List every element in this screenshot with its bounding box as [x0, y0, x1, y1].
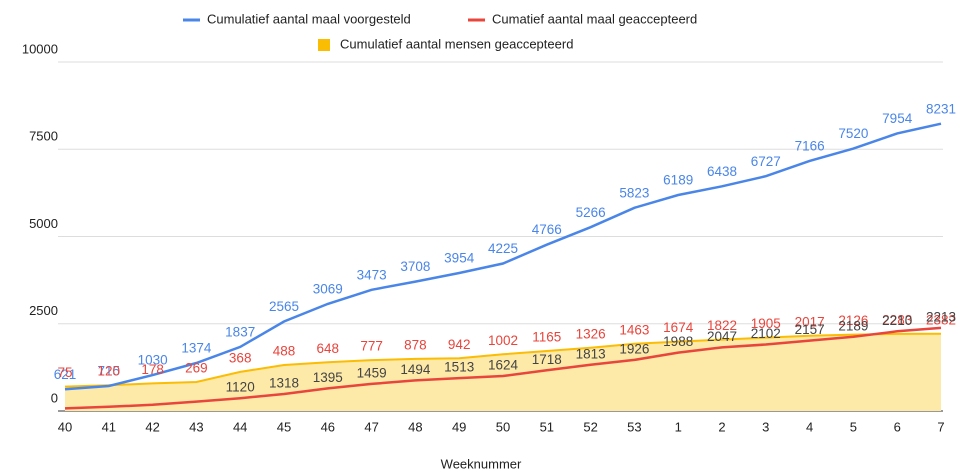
data-label: 1624	[488, 358, 519, 373]
data-label: 5823	[619, 185, 649, 200]
data-label: 2283	[882, 312, 912, 327]
data-label: 120	[98, 364, 121, 379]
data-label: 1988	[663, 334, 693, 349]
data-label: 4766	[532, 222, 562, 237]
data-label: 1374	[181, 341, 212, 356]
x-tick-label: 53	[627, 419, 641, 434]
x-tick-label: 41	[102, 419, 116, 434]
data-label: 6189	[663, 173, 693, 188]
data-label: 5266	[576, 205, 606, 220]
data-label: 2213	[926, 309, 956, 324]
legend-label: Cumulatief aantal mensen geaccepteerd	[340, 36, 573, 51]
data-label: 75	[57, 365, 72, 380]
y-tick-label: 5000	[29, 216, 58, 231]
legend-label: Cumatief aantal maal geaccepteerd	[492, 11, 697, 26]
data-label: 3069	[313, 281, 343, 296]
data-label: 2102	[751, 326, 781, 341]
data-label: 7520	[838, 126, 868, 141]
data-label: 1905	[751, 316, 781, 331]
x-tick-label: 44	[233, 419, 247, 434]
line	[64, 326, 942, 410]
data-label: 1459	[357, 365, 387, 380]
y-tick-label: 10000	[22, 41, 58, 56]
x-tick-label: 2	[718, 419, 725, 434]
data-label: 1318	[269, 376, 299, 391]
x-tick-label: 48	[408, 419, 422, 434]
data-label: 4225	[488, 241, 518, 256]
x-tick-label: 1	[675, 419, 682, 434]
data-label: 2047	[707, 329, 737, 344]
legend-swatch	[318, 39, 330, 51]
data-label: 2017	[795, 314, 825, 329]
x-tick-label: 52	[583, 419, 597, 434]
x-tick-label: 47	[364, 419, 378, 434]
data-label: 1494	[400, 362, 431, 377]
data-label: 878	[404, 337, 427, 352]
data-label: 2382	[926, 312, 956, 327]
data-label: 178	[141, 362, 164, 377]
x-tick-label: 6	[894, 419, 901, 434]
data-label: 942	[448, 337, 471, 352]
x-tick-label: 46	[321, 419, 335, 434]
x-tick-label: 3	[762, 419, 769, 434]
x-tick-label: 4	[806, 419, 813, 434]
data-label: 1395	[313, 370, 343, 385]
data-label: 3473	[357, 267, 387, 282]
x-tick-label: 50	[496, 419, 510, 434]
legend-label: Cumulatief aantal maal voorgesteld	[207, 11, 411, 26]
data-label: 1463	[619, 322, 649, 337]
y-tick-label: 7500	[29, 129, 58, 144]
data-label: 2126	[838, 313, 868, 328]
data-label: 3708	[400, 259, 430, 274]
data-label: 2189	[838, 318, 868, 333]
data-label: 1837	[225, 324, 255, 339]
x-tick-label: 43	[189, 419, 203, 434]
data-label: 2210	[882, 313, 912, 328]
data-label: 621	[54, 367, 77, 382]
x-tick-label: 40	[58, 419, 72, 434]
data-label: 1926	[619, 342, 649, 357]
data-label: 1674	[663, 320, 694, 335]
x-tick-label: 7	[937, 419, 944, 434]
data-label: 7954	[882, 111, 913, 126]
data-label: 1165	[532, 330, 561, 345]
x-tick-label: 49	[452, 419, 466, 434]
x-tick-label: 51	[540, 419, 554, 434]
data-label: 1513	[444, 360, 474, 375]
area-line	[64, 332, 942, 388]
data-label: 1326	[576, 326, 606, 341]
data-label: 6438	[707, 164, 737, 179]
data-label: 6727	[751, 154, 781, 169]
data-label: 777	[360, 339, 383, 354]
data-label: 8231	[926, 101, 956, 116]
data-label: 1813	[576, 346, 606, 361]
area	[65, 333, 941, 411]
data-label: 2157	[795, 322, 825, 337]
data-label: 1030	[138, 353, 168, 368]
data-label: 368	[229, 350, 252, 365]
y-tick-label: 2500	[29, 303, 58, 318]
data-label: 1120	[226, 380, 255, 395]
data-label: 7166	[795, 138, 825, 153]
x-tick-label: 5	[850, 419, 857, 434]
x-tick-label: 45	[277, 419, 291, 434]
x-tick-label: 42	[145, 419, 159, 434]
data-label: 269	[185, 361, 208, 376]
data-label: 648	[317, 341, 340, 356]
x-axis-title: Weeknummer	[441, 456, 522, 471]
data-label: 488	[273, 344, 296, 359]
data-label: 715	[98, 364, 121, 379]
data-label: 1822	[707, 318, 737, 333]
line	[64, 122, 942, 391]
data-label: 1002	[488, 333, 518, 348]
data-label: 2565	[269, 299, 299, 314]
data-label: 1718	[532, 352, 562, 367]
data-label: 3954	[444, 251, 475, 266]
y-tick-label: 0	[51, 390, 58, 405]
